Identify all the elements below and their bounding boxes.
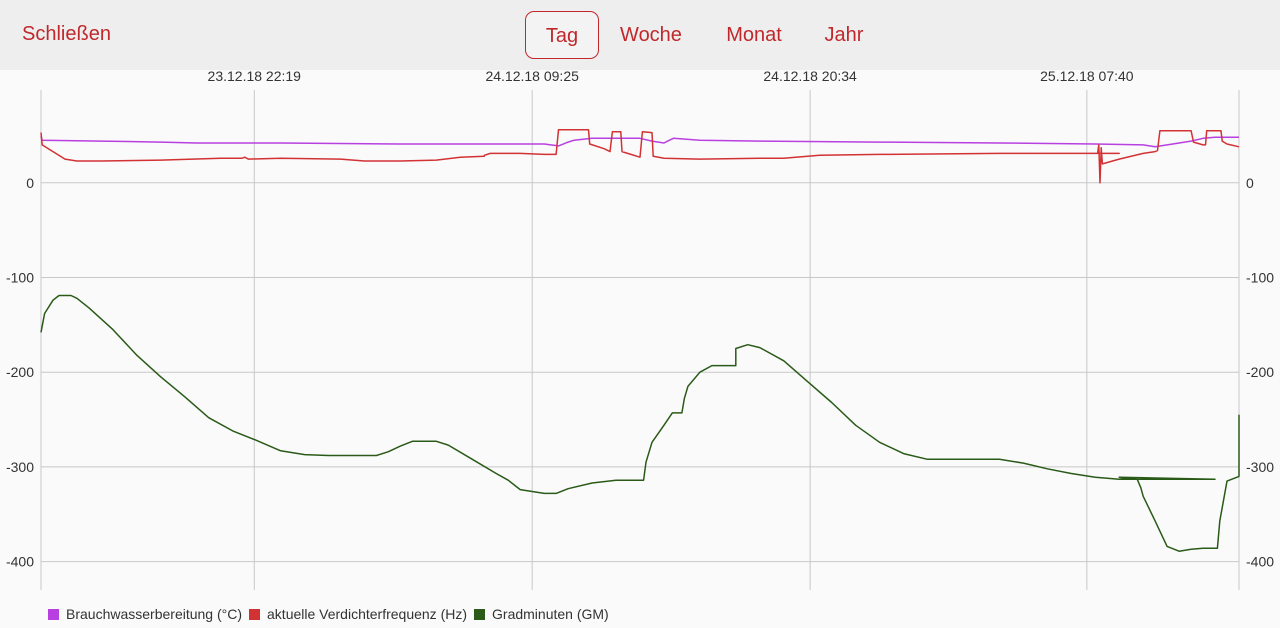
legend-swatch-gradminuten: [474, 608, 486, 620]
chart-legend: Brauchwasserbereitung (°C) aktuelle Verd…: [48, 604, 616, 624]
legend-swatch-verdichterfrequenz: [249, 608, 261, 620]
tab-week[interactable]: Woche: [620, 24, 682, 46]
y-tick-label-right: -100: [1246, 270, 1274, 286]
series-line-verdichterfrequenz: [40, 129, 1240, 184]
y-tick-label-right: -300: [1246, 459, 1274, 475]
y-tick-label-left: -200: [6, 364, 34, 380]
x-tick-label: 24.12.18 20:34: [763, 70, 857, 84]
x-tick-label: 25.12.18 07:40: [1040, 70, 1134, 84]
tab-year[interactable]: Jahr: [824, 24, 864, 46]
legend-item-gradminuten: Gradminuten (GM): [474, 606, 609, 622]
legend-item-brauchwasser: Brauchwasserbereitung (°C): [48, 606, 242, 622]
series-line-brauchwasser: [40, 136, 1239, 148]
x-tick-label: 24.12.18 09:25: [485, 70, 579, 84]
top-bar: Schließen Tag Woche Monat Jahr: [0, 0, 1280, 70]
tab-month[interactable]: Monat: [726, 24, 782, 46]
y-tick-label-left: 0: [26, 175, 34, 191]
tab-day[interactable]: Tag: [525, 11, 599, 59]
y-tick-label-left: -400: [6, 554, 34, 570]
series-line-gradminuten: [40, 294, 1240, 552]
y-tick-label-right: 0: [1246, 175, 1254, 191]
y-tick-label-left: -100: [6, 270, 34, 286]
legend-item-verdichterfrequenz: aktuelle Verdichterfrequenz (Hz): [249, 606, 467, 622]
line-chart: 0 0 -100 -100 -200 -200 -300 -300 -400 -400 23.12.…: [6, 70, 1274, 590]
y-tick-label-left: -300: [6, 459, 34, 475]
y-tick-label-right: -200: [1246, 364, 1274, 380]
legend-label-brauchwasser: Brauchwasserbereitung (°C): [66, 606, 243, 622]
y-tick-label-right: -400: [1246, 554, 1274, 570]
close-button[interactable]: Schließen: [22, 23, 111, 45]
legend-swatch-brauchwasser: [48, 608, 59, 620]
legend-label-verdichterfrequenz: aktuelle Verdichterfrequenz (Hz): [267, 606, 468, 622]
legend-label-gradminuten: Gradminuten (GM): [492, 606, 609, 622]
x-tick-label: 23.12.18 22:19: [208, 70, 302, 84]
